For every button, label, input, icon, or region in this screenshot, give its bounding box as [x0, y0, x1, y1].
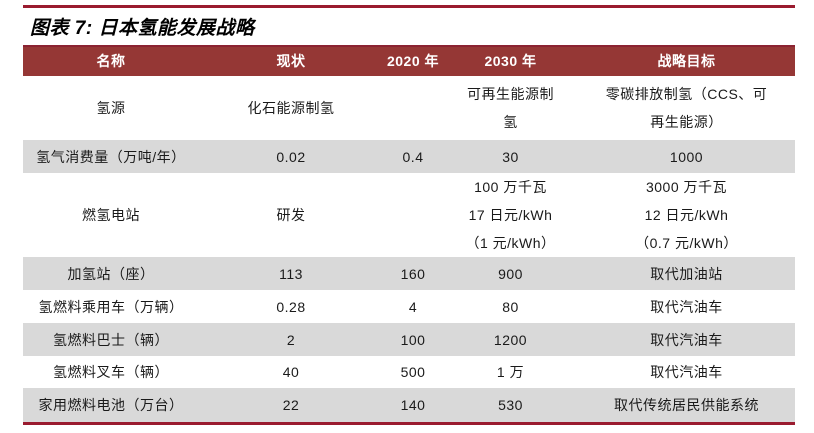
cell-current: 113 [279, 265, 303, 282]
cell-row-label: 氢源 [96, 100, 126, 116]
cell-row-label: 燃氢电站 [82, 207, 140, 223]
cell-current: 22 [282, 397, 300, 413]
cell-row-label: 氢燃料巴士（辆） [53, 331, 169, 348]
cell-2030: 100 万千瓦 17 日元/kWh （1 元/kWh） [465, 179, 556, 251]
table-row-home-fuel-cells: 家用燃料电池（万台） 22 140 530 取代传统居民供能系统 [23, 388, 795, 422]
cell-target: 1000 [669, 148, 704, 165]
cell-current: 2 [286, 331, 296, 348]
cell-2030: 1 万 [496, 364, 525, 380]
col-header-2020: 2020 年 [386, 53, 440, 69]
col-header-name: 名称 [96, 53, 126, 69]
table-row-hydrogen-source: 氢源 化石能源制氢 可再生能源制 氢 零碳排放制氢（CCS、可 再生能源） [23, 76, 795, 140]
cell-current: 0.28 [276, 298, 306, 315]
table-row-buses: 氢燃料巴士（辆） 2 100 1200 取代汽油车 [23, 323, 795, 356]
table-row-passenger-cars: 氢燃料乘用车（万辆） 0.28 4 80 取代汽油车 [23, 290, 795, 323]
cell-current: 化石能源制氢 [247, 100, 335, 116]
table-header-row: 名称 现状 2020 年 2030 年 战略目标 [23, 45, 795, 76]
cell-2020: 100 [400, 331, 426, 348]
cell-current: 研发 [276, 207, 306, 223]
table-row-forklifts: 氢燃料叉车（辆） 40 500 1 万 取代汽油车 [23, 356, 795, 388]
cell-target: 取代传统居民供能系统 [614, 397, 759, 413]
cell-current: 0.02 [276, 148, 306, 165]
table-row-hydrogen-consumption: 氢气消费量（万吨/年） 0.02 0.4 30 1000 [23, 140, 795, 173]
cell-target: 取代加油站 [650, 265, 723, 282]
cell-target: 取代汽油车 [650, 364, 723, 380]
cell-2020: 500 [400, 364, 426, 380]
col-header-target: 战略目标 [657, 53, 716, 69]
strategy-table: 名称 现状 2020 年 2030 年 战略目标 氢源 化石能源制氢 可再生能源… [23, 45, 795, 425]
cell-row-label: 氢燃料叉车（辆） [53, 364, 169, 380]
table-row-refueling-stations: 加氢站（座） 113 160 900 取代加油站 [23, 257, 795, 290]
cell-2020: 160 [400, 265, 426, 282]
cell-2020: 4 [408, 298, 418, 315]
cell-2030: 30 [502, 148, 519, 165]
cell-current: 40 [282, 364, 300, 380]
cell-row-label: 氢气消费量（万吨/年） [36, 148, 186, 165]
col-header-current: 现状 [276, 53, 306, 69]
figure-title: 图表 7: 日本氢能发展战略 [30, 18, 255, 39]
cell-row-label: 氢燃料乘用车（万辆） [38, 298, 184, 315]
cell-2030: 80 [502, 298, 519, 315]
cell-2020: 0.4 [402, 148, 424, 165]
cell-2020 [383, 76, 443, 140]
table-row-hydrogen-power-plant: 燃氢电站 研发 100 万千瓦 17 日元/kWh （1 元/kWh） 3000… [23, 173, 795, 257]
cell-2030: 900 [498, 265, 523, 282]
cell-2030: 1200 [493, 331, 528, 348]
cell-target: 取代汽油车 [650, 298, 723, 315]
cell-2030: 530 [498, 397, 523, 413]
report-figure: 图表 7: 日本氢能发展战略 名称 现状 2020 年 2030 年 战略目标 … [23, 5, 795, 425]
cell-2030: 可再生能源制 氢 [467, 86, 554, 130]
cell-2020: 140 [400, 397, 426, 413]
cell-target: 取代汽油车 [650, 331, 723, 348]
cell-row-label: 家用燃料电池（万台） [38, 397, 184, 413]
col-header-2030: 2030 年 [484, 53, 537, 69]
cell-row-label: 加氢站（座） [67, 265, 155, 282]
cell-2020 [383, 173, 443, 257]
top-rule [23, 5, 795, 8]
cell-target: 3000 万千瓦 12 日元/kWh （0.7 元/kWh） [635, 179, 738, 251]
cell-target: 零碳排放制氢（CCS、可 再生能源） [605, 86, 768, 130]
